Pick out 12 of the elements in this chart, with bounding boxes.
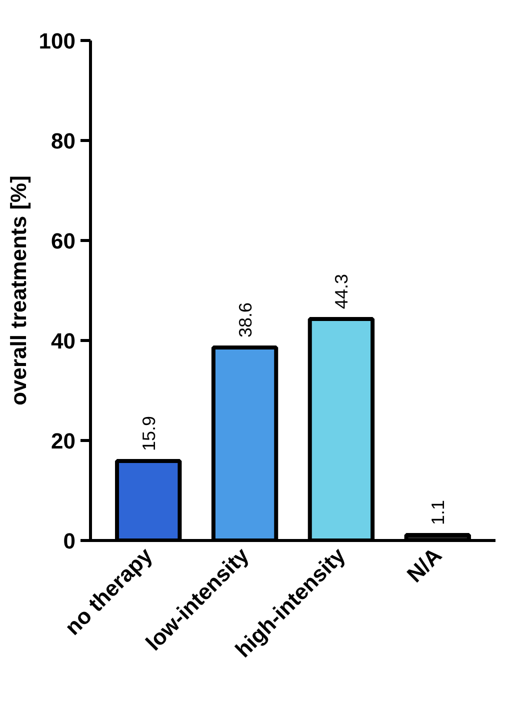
data-label: 38.6 [235, 302, 256, 338]
data-label: 15.9 [138, 416, 159, 451]
y-tick-label: 60 [51, 228, 76, 254]
y-tick-label: 0 [63, 528, 76, 554]
y-tick-label: 40 [51, 328, 76, 354]
y-tick-label: 20 [51, 428, 76, 454]
data-label: 1.1 [428, 500, 448, 525]
y-tick-label: 100 [38, 28, 76, 54]
y-axis-title: overall treatments [%] [6, 176, 31, 406]
y-tick-label: 80 [51, 128, 76, 154]
data-label: 44.3 [332, 274, 352, 309]
x-tick-label: N/A [402, 542, 447, 588]
